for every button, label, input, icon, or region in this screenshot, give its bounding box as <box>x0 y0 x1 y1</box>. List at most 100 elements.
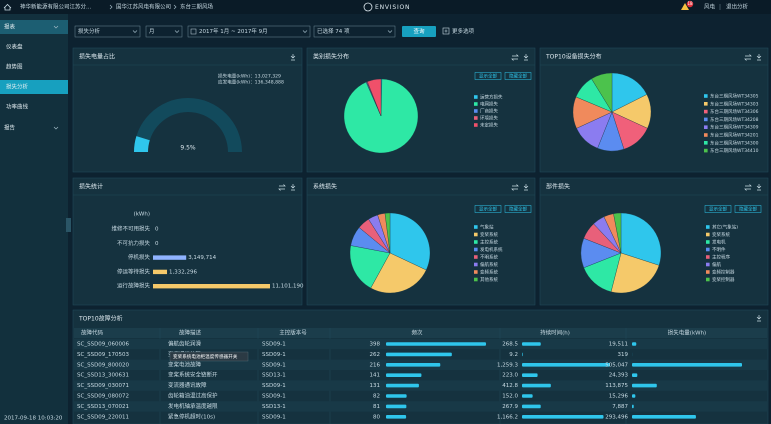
legend-swatch[interactable] <box>706 240 710 244</box>
legend-button[interactable] <box>704 205 732 213</box>
legend-swatch[interactable] <box>704 133 708 137</box>
sidebar-item[interactable]: 仪表盘 <box>6 43 23 51</box>
legend-label[interactable]: 电网损失 <box>480 101 498 108</box>
query-button[interactable] <box>402 26 436 37</box>
legend-label[interactable]: 东台三期风场WT34309 <box>710 124 759 131</box>
legend-label[interactable]: 不明件 <box>712 246 726 253</box>
legend-swatch[interactable] <box>706 270 710 274</box>
breadcrumb[interactable]: 国华江苏风电有限公司 <box>116 3 171 11</box>
download-icon[interactable] <box>290 54 296 61</box>
legend-button[interactable] <box>504 72 532 80</box>
legend-label[interactable]: 东台三期风场WT34303 <box>710 100 759 107</box>
sidebar-item[interactable]: 报表 <box>4 23 16 31</box>
legend-swatch[interactable] <box>704 94 708 98</box>
legend-swatch[interactable] <box>706 255 710 259</box>
collapse-tab[interactable] <box>66 218 71 232</box>
legend-label[interactable]: 运营方损失 <box>480 94 503 101</box>
legend-label[interactable]: 发电机系统 <box>480 246 503 253</box>
legend-button[interactable] <box>474 205 502 213</box>
column-header[interactable]: 持续时间(h) <box>540 329 570 337</box>
download-icon[interactable] <box>756 54 762 61</box>
header-link[interactable]: 风电 <box>704 3 716 11</box>
legend-swatch[interactable] <box>474 270 478 274</box>
legend-swatch[interactable] <box>474 95 478 99</box>
sidebar-item[interactable]: 损失分析 <box>6 83 29 91</box>
legend-label[interactable]: 变桨系统 <box>712 231 730 238</box>
select-box[interactable] <box>187 25 311 38</box>
legend-label[interactable]: 东台三期风场WT34300 <box>710 139 759 146</box>
legend-label[interactable]: 发电机 <box>712 239 726 246</box>
download-icon[interactable] <box>523 54 529 61</box>
legend-swatch[interactable] <box>706 262 710 267</box>
legend-swatch[interactable] <box>474 232 478 237</box>
legend-label[interactable]: 气象站 <box>480 224 494 231</box>
legend-swatch[interactable] <box>474 277 478 282</box>
swap-icon[interactable] <box>511 184 519 191</box>
select-box[interactable] <box>313 25 396 38</box>
legend-button[interactable] <box>504 205 532 213</box>
legend-swatch[interactable] <box>474 247 478 252</box>
legend-swatch[interactable] <box>704 102 708 106</box>
swap-icon[interactable] <box>278 184 286 191</box>
legend-swatch[interactable] <box>474 102 478 106</box>
more-options[interactable]: 更多选项 <box>452 27 475 35</box>
swap-icon[interactable] <box>744 54 752 61</box>
breadcrumb[interactable]: 神华新能源有限公司江苏分... <box>20 3 91 11</box>
legend-swatch[interactable] <box>474 116 478 120</box>
legend-label[interactable]: 变频系统 <box>480 269 498 276</box>
sidebar-item[interactable]: 趋势图 <box>6 63 23 71</box>
column-header[interactable]: 故障代码 <box>81 329 104 337</box>
legend-swatch[interactable] <box>474 109 478 113</box>
header-link[interactable]: 退出分析 <box>726 3 749 11</box>
legend-label[interactable]: 东台三期风场WT34208 <box>710 116 759 123</box>
legend-swatch[interactable] <box>706 277 710 282</box>
download-icon[interactable] <box>523 184 529 191</box>
column-header[interactable]: 频次 <box>411 329 423 337</box>
download-icon[interactable] <box>756 315 762 322</box>
legend-swatch[interactable] <box>706 225 710 229</box>
legend-label[interactable]: 东台三期风场WT34305 <box>710 93 759 100</box>
legend-label[interactable]: 变桨控制器 <box>712 276 735 283</box>
legend-swatch[interactable] <box>704 117 708 122</box>
legend-button[interactable] <box>474 72 502 80</box>
legend-label[interactable]: 未定损失 <box>480 122 498 129</box>
legend-swatch[interactable] <box>704 141 708 145</box>
legend-swatch[interactable] <box>704 109 708 114</box>
column-header[interactable]: 故障描述 <box>179 329 202 337</box>
select-box[interactable] <box>74 25 141 38</box>
swap-icon[interactable] <box>744 184 752 191</box>
download-icon[interactable] <box>290 184 296 191</box>
select-box[interactable] <box>145 25 183 38</box>
column-header[interactable]: 损失电量(kWh) <box>668 329 706 337</box>
legend-swatch[interactable] <box>704 148 708 153</box>
legend-label[interactable]: 主控系统 <box>480 239 498 246</box>
legend-swatch[interactable] <box>474 240 478 244</box>
legend-label[interactable]: 其他系统 <box>480 276 498 283</box>
more-icon[interactable] <box>442 27 450 35</box>
legend-swatch[interactable] <box>704 125 708 129</box>
legend-swatch[interactable] <box>474 123 478 127</box>
legend-swatch[interactable] <box>474 255 478 259</box>
legend-label[interactable]: 主控程序 <box>712 254 730 261</box>
legend-label[interactable]: 偏航 <box>712 261 721 268</box>
legend-label[interactable]: 其它(气象站) <box>712 224 738 231</box>
legend-label[interactable]: 厂商损失 <box>480 108 498 115</box>
legend-label[interactable]: 东台三期风场WT34306 <box>710 108 759 115</box>
download-icon[interactable] <box>756 184 762 191</box>
sidebar-item[interactable]: 报告 <box>4 124 16 132</box>
legend-swatch[interactable] <box>474 225 478 229</box>
legend-swatch[interactable] <box>706 247 710 252</box>
legend-label[interactable]: 变桨系统 <box>480 231 498 238</box>
swap-icon[interactable] <box>511 54 519 61</box>
breadcrumb[interactable]: 东台三期风场 <box>180 3 214 11</box>
legend-swatch[interactable] <box>706 232 710 237</box>
legend-label[interactable]: 东台三期风场WT34410 <box>710 147 759 154</box>
legend-swatch[interactable] <box>474 262 478 267</box>
legend-label[interactable]: 偏航系统 <box>480 261 498 268</box>
legend-button[interactable] <box>734 205 762 213</box>
legend-label[interactable]: 不明系统 <box>480 254 498 261</box>
legend-label[interactable]: 环境损失 <box>480 115 498 122</box>
sidebar-item[interactable]: 功率曲线 <box>6 103 29 111</box>
alert-icon[interactable] <box>681 3 689 10</box>
legend-label[interactable]: 东台三期风场WT34201 <box>710 132 759 139</box>
